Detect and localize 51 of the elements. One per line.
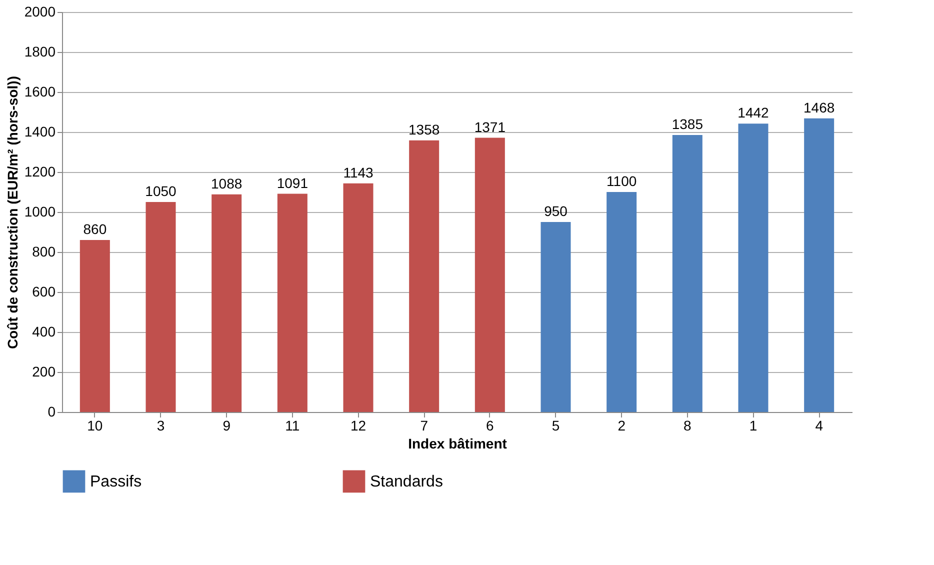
bar <box>804 118 834 412</box>
data-label: 1385 <box>672 116 704 132</box>
bar <box>212 194 242 412</box>
data-label: 950 <box>544 203 568 219</box>
y-tick-label: 1200 <box>24 164 56 180</box>
bar <box>606 192 637 412</box>
x-tick-label: 12 <box>350 418 366 434</box>
data-label: 860 <box>83 221 107 237</box>
bar <box>146 202 176 412</box>
x-tick-label: 4 <box>815 418 824 434</box>
data-label: 1468 <box>804 99 835 116</box>
x-tick-label: 2 <box>618 418 626 434</box>
y-tick-label: 400 <box>32 324 56 340</box>
bar <box>540 222 571 412</box>
x-tick-label: 10 <box>87 418 103 434</box>
x-tick-label: 9 <box>222 418 231 434</box>
x-tick-label: 3 <box>156 418 165 434</box>
y-tick-label: 1800 <box>24 44 56 60</box>
y-tick-label: 600 <box>32 284 56 300</box>
data-label: 1091 <box>276 174 308 191</box>
y-tick-label: 800 <box>32 244 56 260</box>
data-label: 1143 <box>343 164 374 180</box>
data-label: 1088 <box>211 175 242 192</box>
bar <box>474 138 505 412</box>
y-tick-label: 1000 <box>24 204 56 220</box>
bar <box>738 124 768 412</box>
x-tick-label: 8 <box>684 418 692 434</box>
bar <box>672 135 702 412</box>
data-label: 1358 <box>408 121 440 138</box>
legend-label: Standards <box>370 473 443 490</box>
x-tick-label: 1 <box>749 418 758 434</box>
y-tick-label: 1400 <box>24 124 56 140</box>
legend-label: Passifs <box>90 473 142 490</box>
y-tick-label: 0 <box>48 404 56 420</box>
data-label: 1442 <box>738 104 770 121</box>
y-tick-label: 1600 <box>24 84 56 100</box>
data-label: 1100 <box>606 173 637 189</box>
data-label: 1050 <box>145 183 177 199</box>
x-axis-title: Index bâtiment <box>408 436 508 452</box>
y-tick-label: 2000 <box>24 4 56 20</box>
y-axis-title: Coût de construction (EUR/m² (hors-sol)) <box>4 76 20 349</box>
y-tick-label: 200 <box>32 364 56 380</box>
data-label: 1371 <box>474 118 506 135</box>
bar <box>409 140 440 412</box>
x-tick-label: 11 <box>285 418 300 434</box>
x-tick-label: 5 <box>552 418 560 434</box>
x-tick-label: 7 <box>420 418 428 434</box>
bar <box>343 183 374 412</box>
bar <box>277 194 308 412</box>
x-tick-label: 6 <box>486 418 494 434</box>
bar <box>80 240 110 412</box>
